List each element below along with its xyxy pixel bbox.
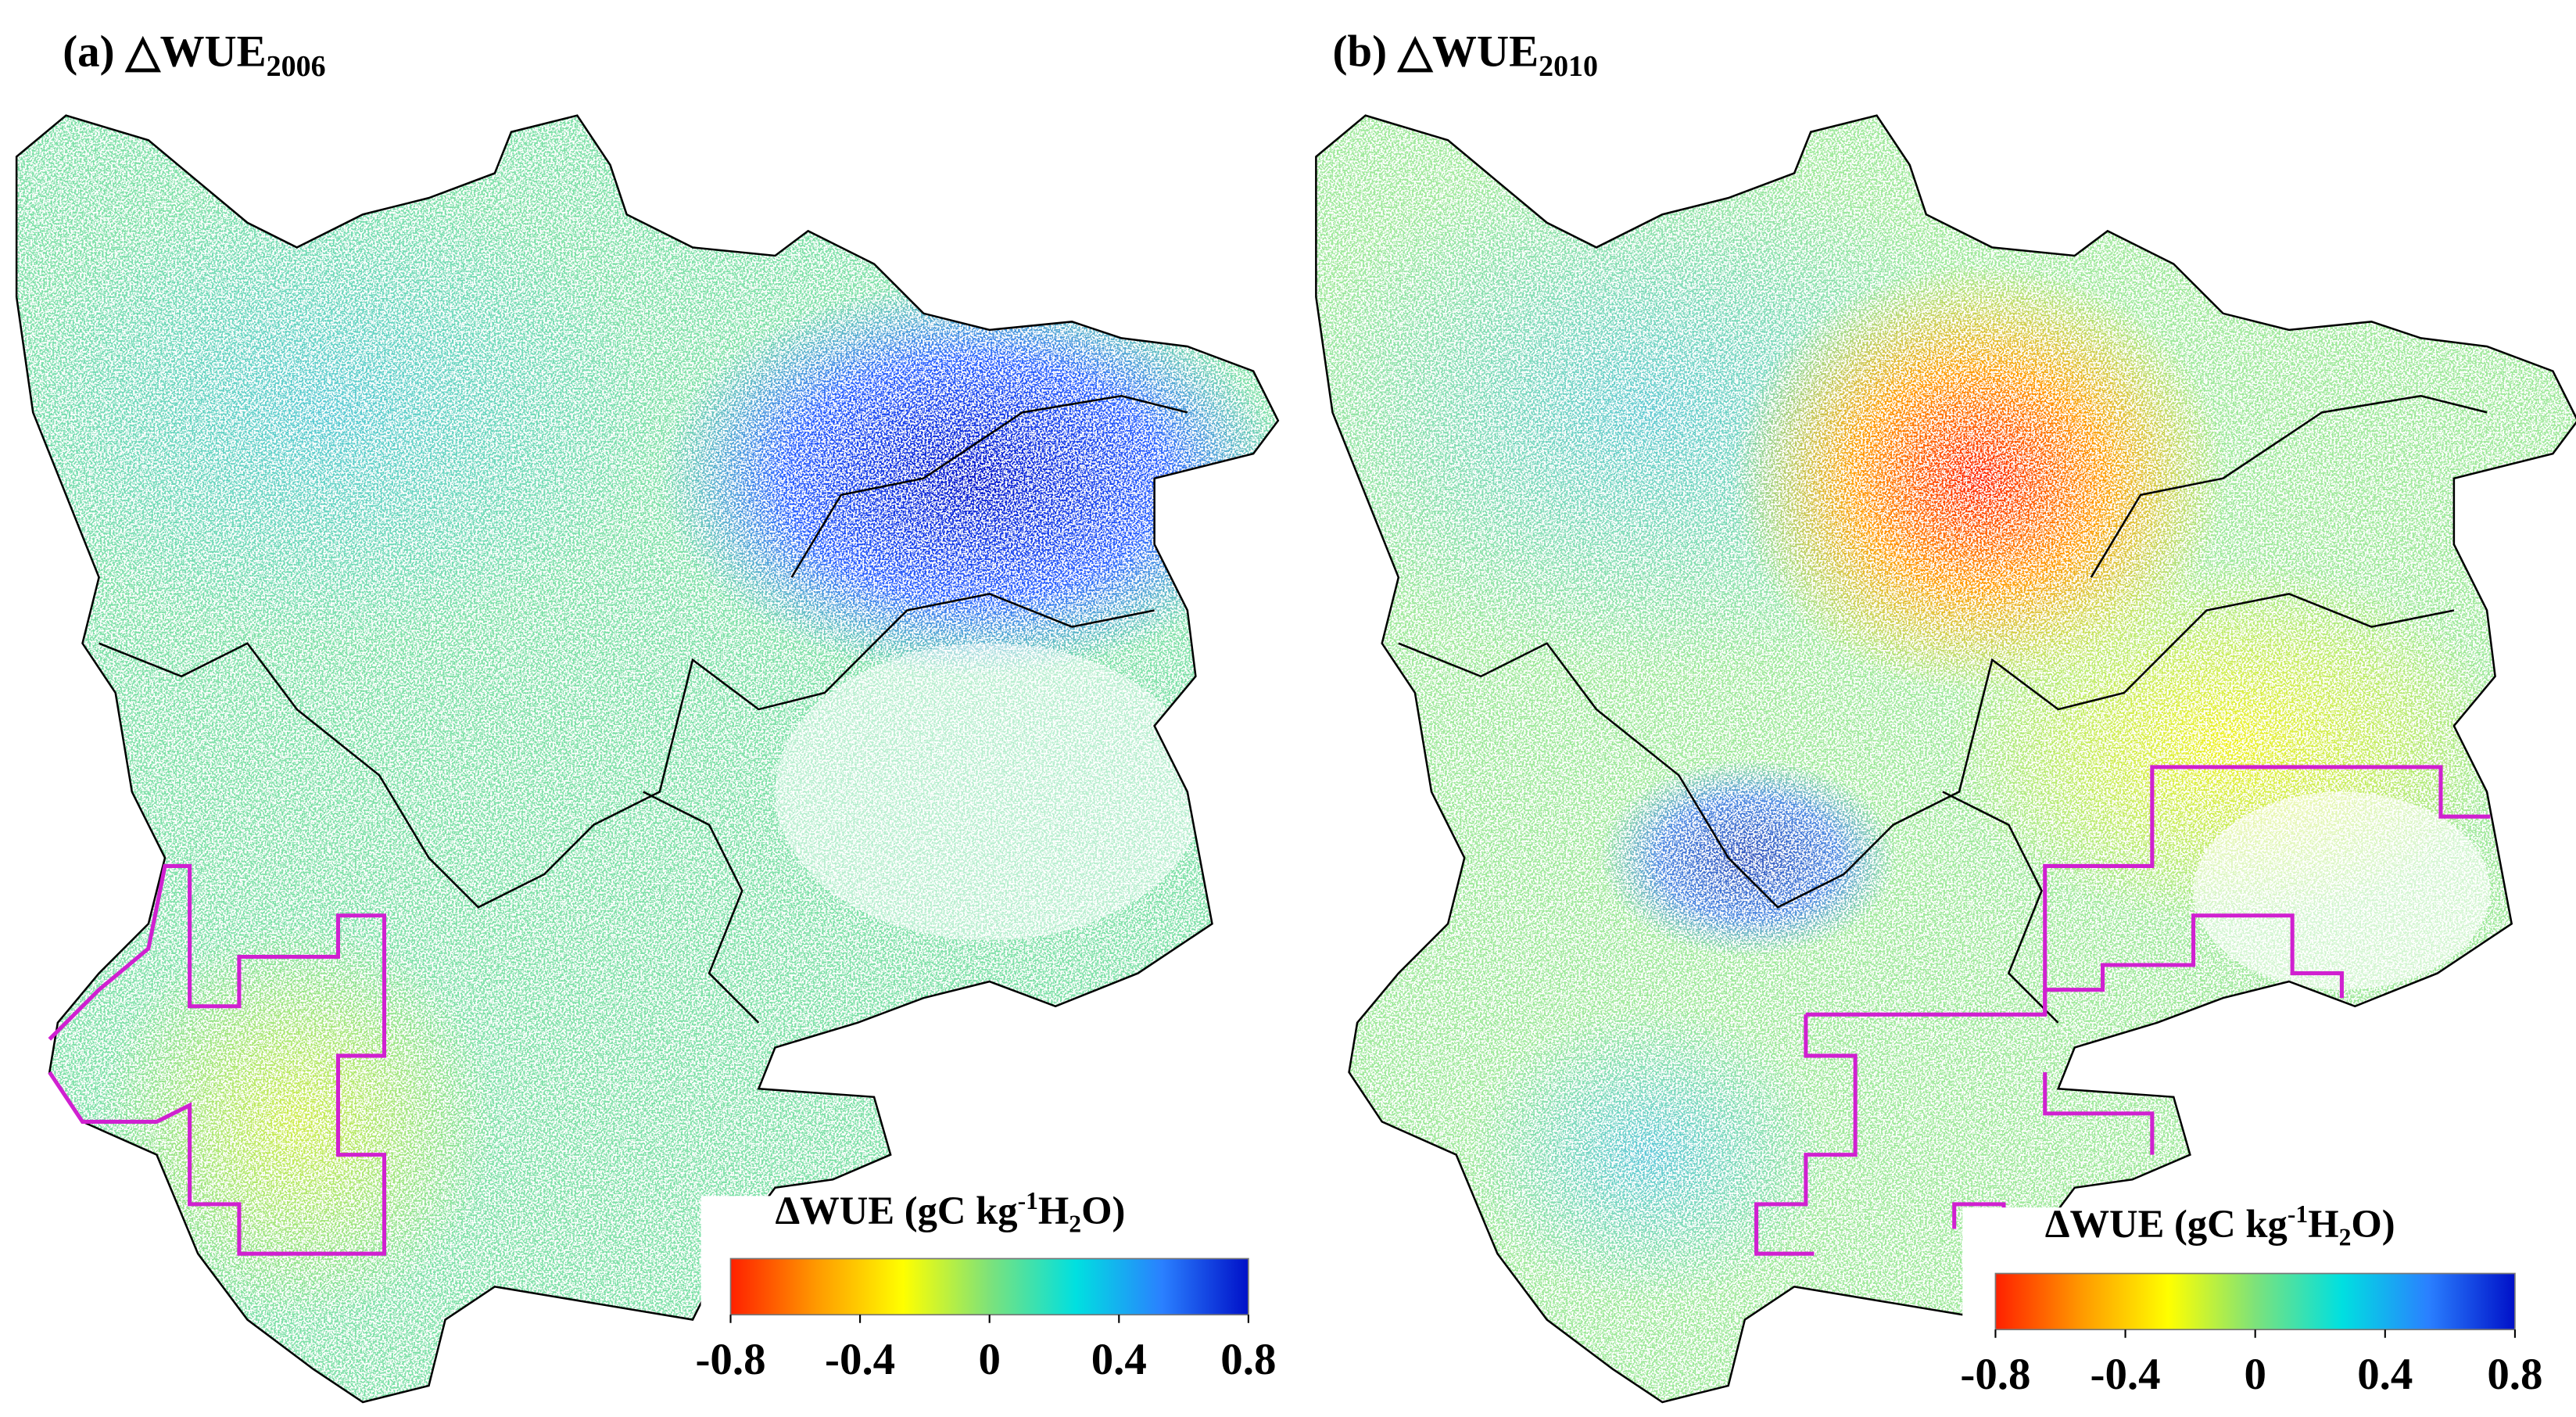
- cb-title-sup: -1: [1018, 1187, 1038, 1214]
- colorbar-tick-label: -0.8: [1960, 1350, 2030, 1399]
- boundary-magenta-a: [48, 863, 387, 1256]
- cb-title-text: ΔWUE (gC kg: [2045, 1202, 2288, 1246]
- colorbar-tick-label: 0.8: [2487, 1350, 2542, 1399]
- colorbar-tick-label: 0.4: [1091, 1335, 1147, 1384]
- cb-title-text: O): [2351, 1202, 2395, 1246]
- boundaries-b: [1315, 114, 2576, 1404]
- colorbar-tick-label: 0.4: [2357, 1350, 2413, 1399]
- cb-title-text: ΔWUE (gC kg: [775, 1189, 1017, 1232]
- cb-title-text: H: [1038, 1189, 1069, 1232]
- cb-title-text: O): [1081, 1189, 1125, 1232]
- colorbar-tick-label: 0: [978, 1335, 1000, 1384]
- cb-title-sup: -1: [2288, 1200, 2308, 1228]
- colorbar-title: ΔWUE (gC kg-1H2O): [2045, 1200, 2395, 1251]
- boundary-magenta-b: [1754, 765, 2491, 1256]
- panel-title: (b) △WUE2010: [1332, 27, 1598, 83]
- colorbar-tick-label: -0.4: [2090, 1350, 2160, 1399]
- cb-title-sub: 2: [1069, 1211, 1081, 1238]
- colorbar-tick-label: 0: [2244, 1350, 2266, 1399]
- colorbar-tick-label: 0.8: [1220, 1335, 1276, 1384]
- panel-title: (a) △WUE2006: [63, 27, 325, 83]
- title-subscript: 2006: [267, 50, 326, 83]
- boundaries-a: [15, 114, 1280, 1404]
- colorbar: [729, 1257, 1249, 1316]
- colorbar: [1994, 1272, 2516, 1331]
- cb-title-sub: 2: [2339, 1224, 2352, 1251]
- title-text: (a) △WUE: [63, 27, 266, 76]
- colorbar-title: ΔWUE (gC kg-1H2O): [775, 1187, 1125, 1238]
- title-text: (b) △WUE: [1332, 27, 1539, 76]
- title-subscript: 2010: [1539, 50, 1598, 83]
- colorbar-tick-label: -0.8: [695, 1335, 765, 1384]
- colorbar-tick-label: -0.4: [825, 1335, 895, 1384]
- cb-title-text: H: [2308, 1202, 2338, 1246]
